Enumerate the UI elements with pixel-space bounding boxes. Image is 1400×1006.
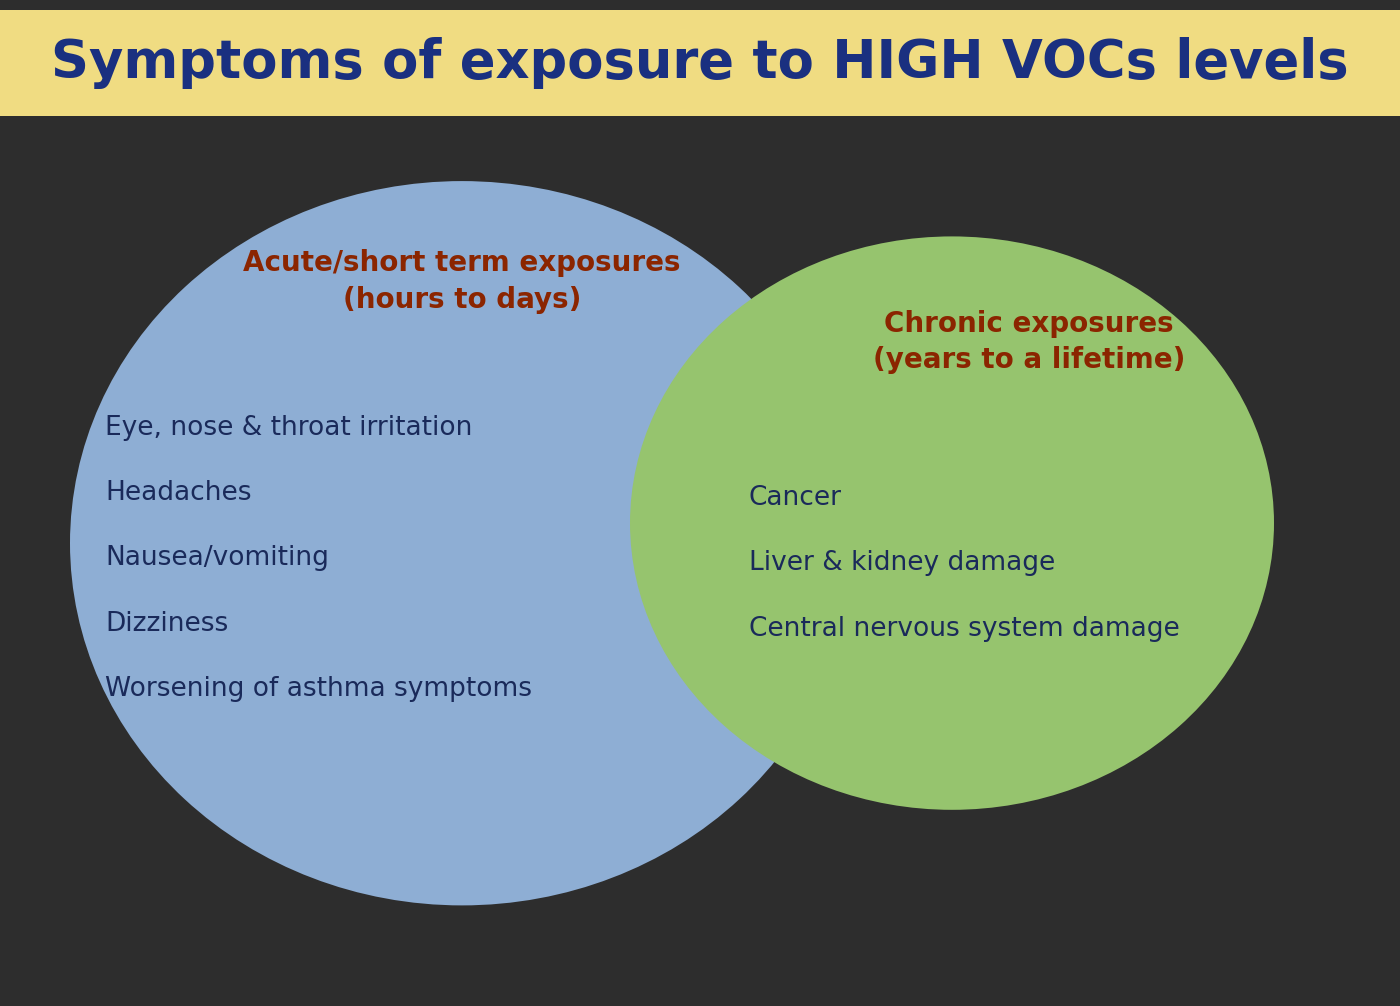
Text: Cancer: Cancer <box>749 485 841 511</box>
Text: Worsening of asthma symptoms: Worsening of asthma symptoms <box>105 676 532 702</box>
FancyBboxPatch shape <box>0 10 1400 116</box>
Text: Central nervous system damage: Central nervous system damage <box>749 616 1180 642</box>
Ellipse shape <box>630 236 1274 810</box>
Text: Headaches: Headaches <box>105 480 252 506</box>
Text: Dizziness: Dizziness <box>105 611 228 637</box>
Text: Symptoms of exposure to HIGH VOCs levels: Symptoms of exposure to HIGH VOCs levels <box>52 37 1348 90</box>
Text: Nausea/vomiting: Nausea/vomiting <box>105 545 329 571</box>
Text: Chronic exposures
(years to a lifetime): Chronic exposures (years to a lifetime) <box>872 310 1186 374</box>
Text: Eye, nose & throat irritation: Eye, nose & throat irritation <box>105 414 472 441</box>
Text: Liver & kidney damage: Liver & kidney damage <box>749 550 1056 576</box>
Ellipse shape <box>70 181 854 905</box>
Text: Acute/short term exposures
(hours to days): Acute/short term exposures (hours to day… <box>244 249 680 314</box>
